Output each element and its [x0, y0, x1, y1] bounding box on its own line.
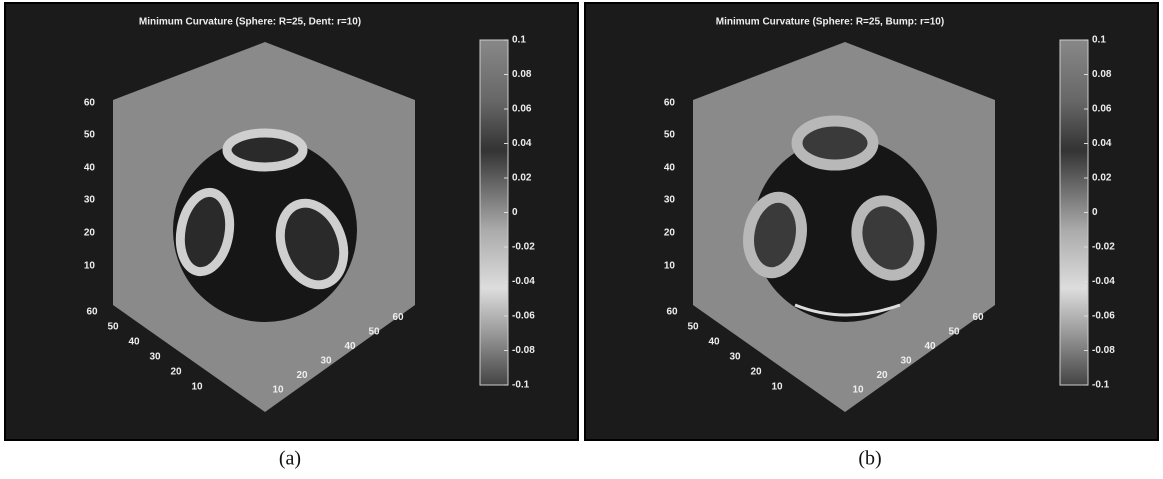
colorbar-tick-label: 0.04	[512, 138, 532, 149]
colorbar-tick-label: -0.04	[1092, 276, 1115, 287]
colorbar-tick-label: 0	[512, 207, 518, 218]
y-tick-label: 30	[320, 356, 332, 367]
x-tick-label: 40	[708, 337, 720, 348]
colorbar-tick-label: 0.02	[512, 173, 532, 184]
colorbar-tick-label: -0.06	[512, 311, 535, 322]
y-tick-label: 50	[948, 327, 960, 338]
colorbar-tick-label: 0.08	[512, 69, 532, 80]
y-tick-label: 60	[972, 312, 984, 323]
colorbar-tick-label: 0.06	[512, 104, 532, 115]
y-tick-label: 50	[368, 327, 380, 338]
colorbar-tick-label: 0.1	[512, 35, 526, 46]
y-tick-label: 40	[344, 341, 356, 352]
colorbar-tick-label: -0.08	[1092, 345, 1115, 356]
z-tick-label: 40	[84, 163, 96, 174]
x-tick-label: 10	[191, 382, 203, 393]
z-tick-label: 30	[664, 195, 676, 206]
panel-title: Minimum Curvature (Sphere: R=25, Dent: r…	[139, 17, 361, 28]
x-tick-label: 20	[750, 367, 762, 378]
figure: Minimum Curvature (Sphere: R=25, Dent: r…	[0, 0, 1163, 474]
z-tick-label: 60	[84, 98, 96, 109]
z-tick-label: 20	[664, 228, 676, 239]
x-tick-label: 20	[170, 367, 182, 378]
caption: (a)	[279, 448, 301, 470]
x-tick-label: 60	[666, 307, 678, 318]
panel: Minimum Curvature (Sphere: R=25, Bump: r…	[585, 3, 1158, 470]
panel-title: Minimum Curvature (Sphere: R=25, Bump: r…	[716, 17, 944, 28]
y-tick-label: 30	[900, 356, 912, 367]
colorbar-tick-label: 0.04	[1092, 138, 1112, 149]
colorbar-tick-label: -0.02	[1092, 242, 1115, 253]
colorbar-tick-label: -0.06	[1092, 311, 1115, 322]
x-tick-label: 50	[107, 322, 119, 333]
colorbar-tick-label: -0.04	[512, 276, 535, 287]
y-tick-label: 60	[392, 312, 404, 323]
y-tick-label: 40	[924, 341, 936, 352]
y-tick-label: 20	[296, 370, 308, 381]
colorbar-tick-label: 0	[1092, 207, 1098, 218]
colorbar-tick-label: -0.1	[1092, 380, 1110, 391]
bump-ring	[797, 121, 873, 165]
colorbar-tick-label: 0.02	[1092, 173, 1112, 184]
x-tick-label: 50	[687, 322, 699, 333]
colorbar-tick-label: -0.1	[512, 380, 530, 391]
z-tick-label: 20	[84, 228, 96, 239]
x-tick-label: 30	[149, 352, 161, 363]
colorbar-tick-label: -0.08	[512, 345, 535, 356]
colorbar	[1060, 40, 1088, 385]
x-tick-label: 60	[86, 307, 98, 318]
z-tick-label: 40	[664, 163, 676, 174]
z-tick-label: 10	[84, 261, 96, 272]
y-tick-label: 10	[852, 385, 864, 396]
z-tick-label: 50	[664, 130, 676, 141]
colorbar-tick-label: 0.06	[1092, 104, 1112, 115]
caption: (b)	[858, 448, 881, 470]
dent-ring	[227, 133, 303, 167]
colorbar-tick-label: 0.08	[1092, 69, 1112, 80]
x-tick-label: 10	[771, 382, 783, 393]
colorbar-tick-label: -0.02	[512, 242, 535, 253]
z-tick-label: 30	[84, 195, 96, 206]
colorbar-tick-label: 0.1	[1092, 35, 1106, 46]
x-tick-label: 30	[729, 352, 741, 363]
colorbar	[480, 40, 508, 385]
z-tick-label: 60	[664, 98, 676, 109]
panel: Minimum Curvature (Sphere: R=25, Dent: r…	[5, 3, 578, 470]
z-tick-label: 10	[664, 261, 676, 272]
y-tick-label: 10	[272, 385, 284, 396]
y-tick-label: 20	[876, 370, 888, 381]
x-tick-label: 40	[128, 337, 140, 348]
z-tick-label: 50	[84, 130, 96, 141]
